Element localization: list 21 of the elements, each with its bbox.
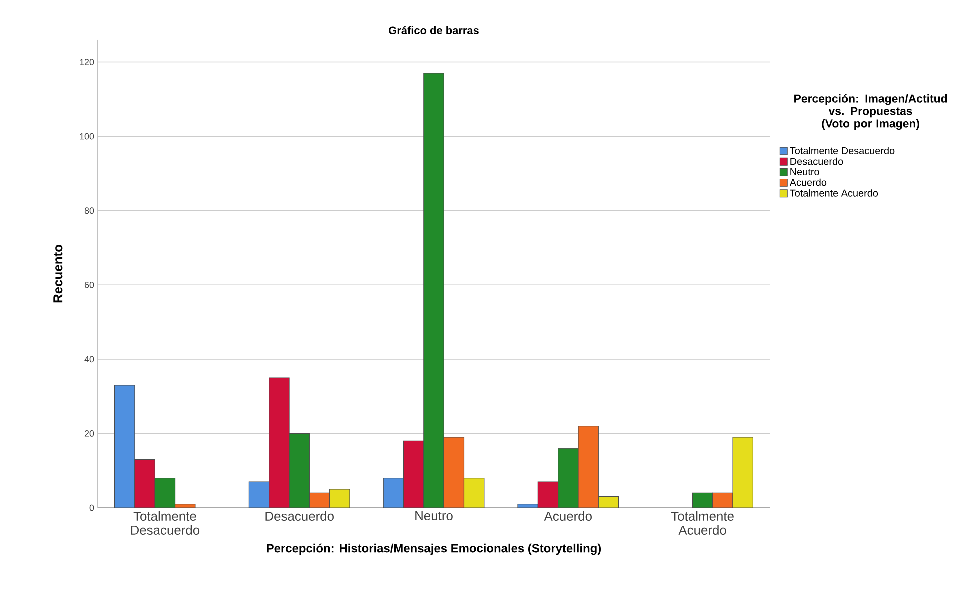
- y-tick-label: 120: [80, 59, 94, 66]
- legend-label: Acuerdo: [790, 178, 827, 186]
- y-axis-title: Recuento: [54, 245, 63, 303]
- x-tick-label: Neutro: [416, 512, 453, 521]
- y-tick-label: 0: [90, 504, 94, 512]
- legend-label: Totalmente Acuerdo: [790, 190, 878, 197]
- legend-label: Desacuerdo: [790, 158, 844, 166]
- legend-label: Totalmente Desacuerdo: [790, 147, 895, 154]
- x-axis-title: Percepción: Historias/Mensajes Emocionales (Storytelling): [267, 544, 602, 556]
- y-tick-label: 100: [80, 133, 94, 140]
- legend-title: Percepción: Imagen/Actitud vs. Propuestas (Voto por Imagen): [794, 94, 948, 130]
- y-tick-label: 80: [84, 208, 94, 214]
- legend-label: Neutro: [790, 168, 820, 176]
- x-tick-label: Desacuerdo: [266, 512, 334, 522]
- y-tick-label: 60: [84, 282, 94, 288]
- chart-title: Gráfico de barras: [389, 26, 479, 34]
- y-tick-label: 40: [84, 356, 94, 363]
- x-tick-label: Acuerdo: [544, 512, 592, 522]
- y-tick-label: 20: [84, 430, 94, 437]
- x-tick-label: Totalmente Acuerdo: [671, 512, 734, 535]
- x-tick-label: Totalmente Desacuerdo: [131, 512, 200, 535]
